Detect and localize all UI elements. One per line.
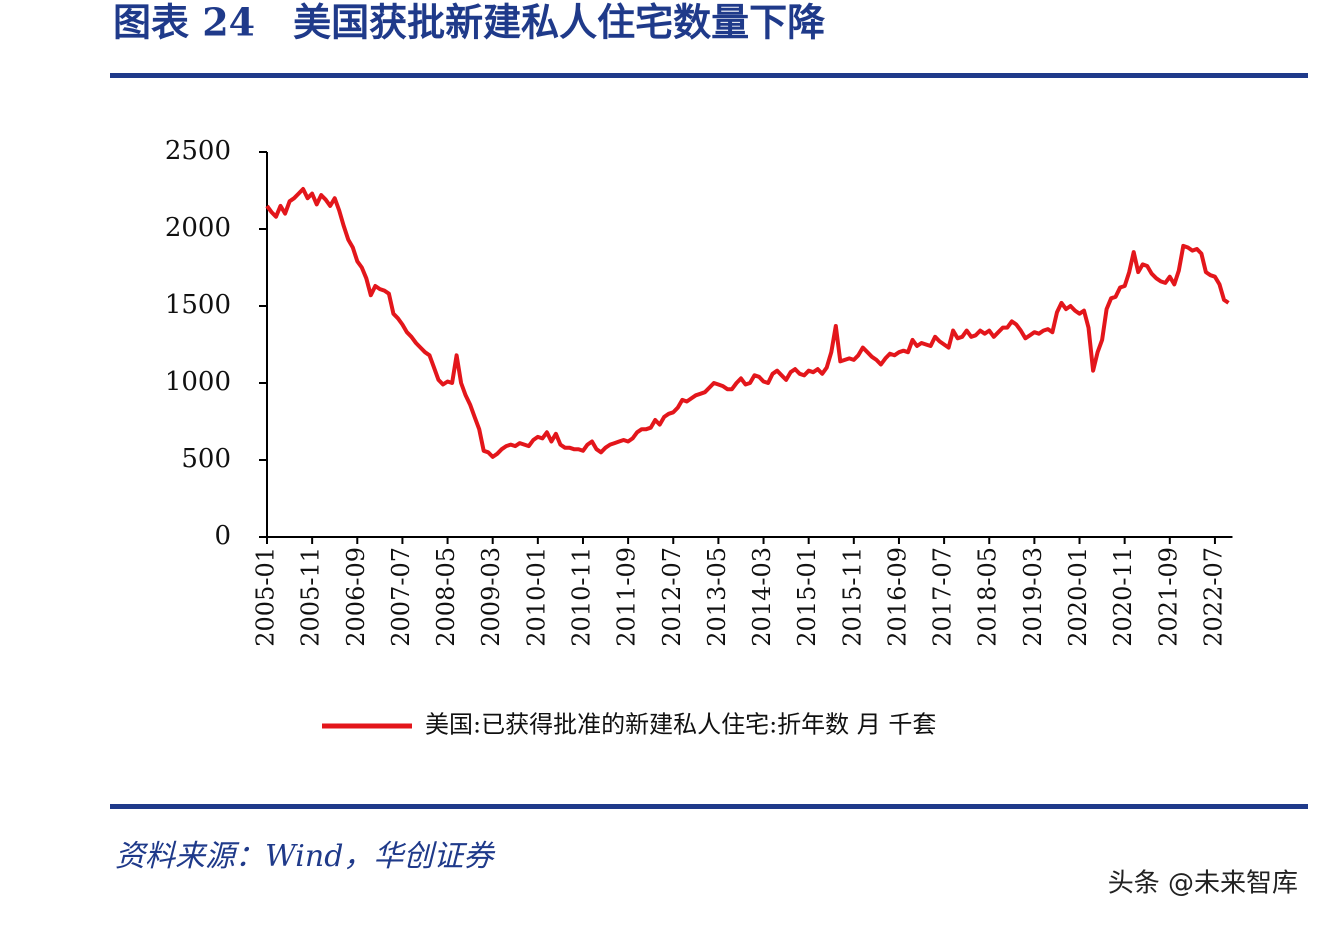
x-tick-label: 2015-01: [793, 547, 821, 647]
source: 资料来源：Wind，华创证券: [115, 839, 495, 874]
x-tick-label: 2007-07: [387, 547, 415, 647]
x-tick-label: 2018-05: [974, 547, 1002, 647]
x-tick-label: 2012-07: [658, 547, 686, 647]
y-tick-label: 500: [181, 444, 231, 474]
x-tick-label: 2022-07: [1199, 547, 1227, 647]
x-tick-label: 2013-05: [703, 547, 731, 647]
series-line: [265, 187, 1230, 459]
chart-title: 图表 24 美国获批新建私人住宅数量下降: [113, 0, 825, 45]
legend-label: 美国:已获得批准的新建私人住宅:折年数 月 千套: [425, 711, 936, 739]
x-tick-label: 2010-11: [567, 547, 595, 647]
y-tick-label: 2000: [165, 213, 231, 243]
x-tick-label: 2017-07: [929, 547, 957, 647]
y-tick-label: 1000: [165, 367, 231, 397]
x-tick-label: 2021-09: [1154, 547, 1182, 647]
y-tick-label: 1500: [165, 290, 231, 320]
x-tick-label: 2020-01: [1064, 547, 1092, 647]
x-tick-label: 2005-11: [297, 547, 325, 647]
x-tick-label: 2016-09: [883, 547, 911, 647]
x-tick-label: 2010-01: [522, 547, 550, 647]
title-rule: [110, 73, 1308, 78]
x-tick-label: 2006-09: [342, 547, 370, 647]
x-tick-label: 2005-01: [252, 547, 280, 647]
x-tick-label: 2009-03: [477, 547, 505, 647]
x-tick-label: 2014-03: [748, 547, 776, 647]
y-tick-label: 2500: [165, 136, 231, 166]
watermark: 头条 @未来智库: [1108, 869, 1298, 899]
x-tick-label: 2020-11: [1109, 547, 1137, 647]
y-tick-label: 0: [214, 521, 231, 551]
x-tick-label: 2011-09: [613, 547, 641, 647]
footer-rule: [110, 804, 1308, 809]
x-tick-label: 2015-11: [838, 547, 866, 647]
x-tick-label: 2008-05: [432, 547, 460, 647]
x-tick-label: 2019-03: [1019, 547, 1047, 647]
